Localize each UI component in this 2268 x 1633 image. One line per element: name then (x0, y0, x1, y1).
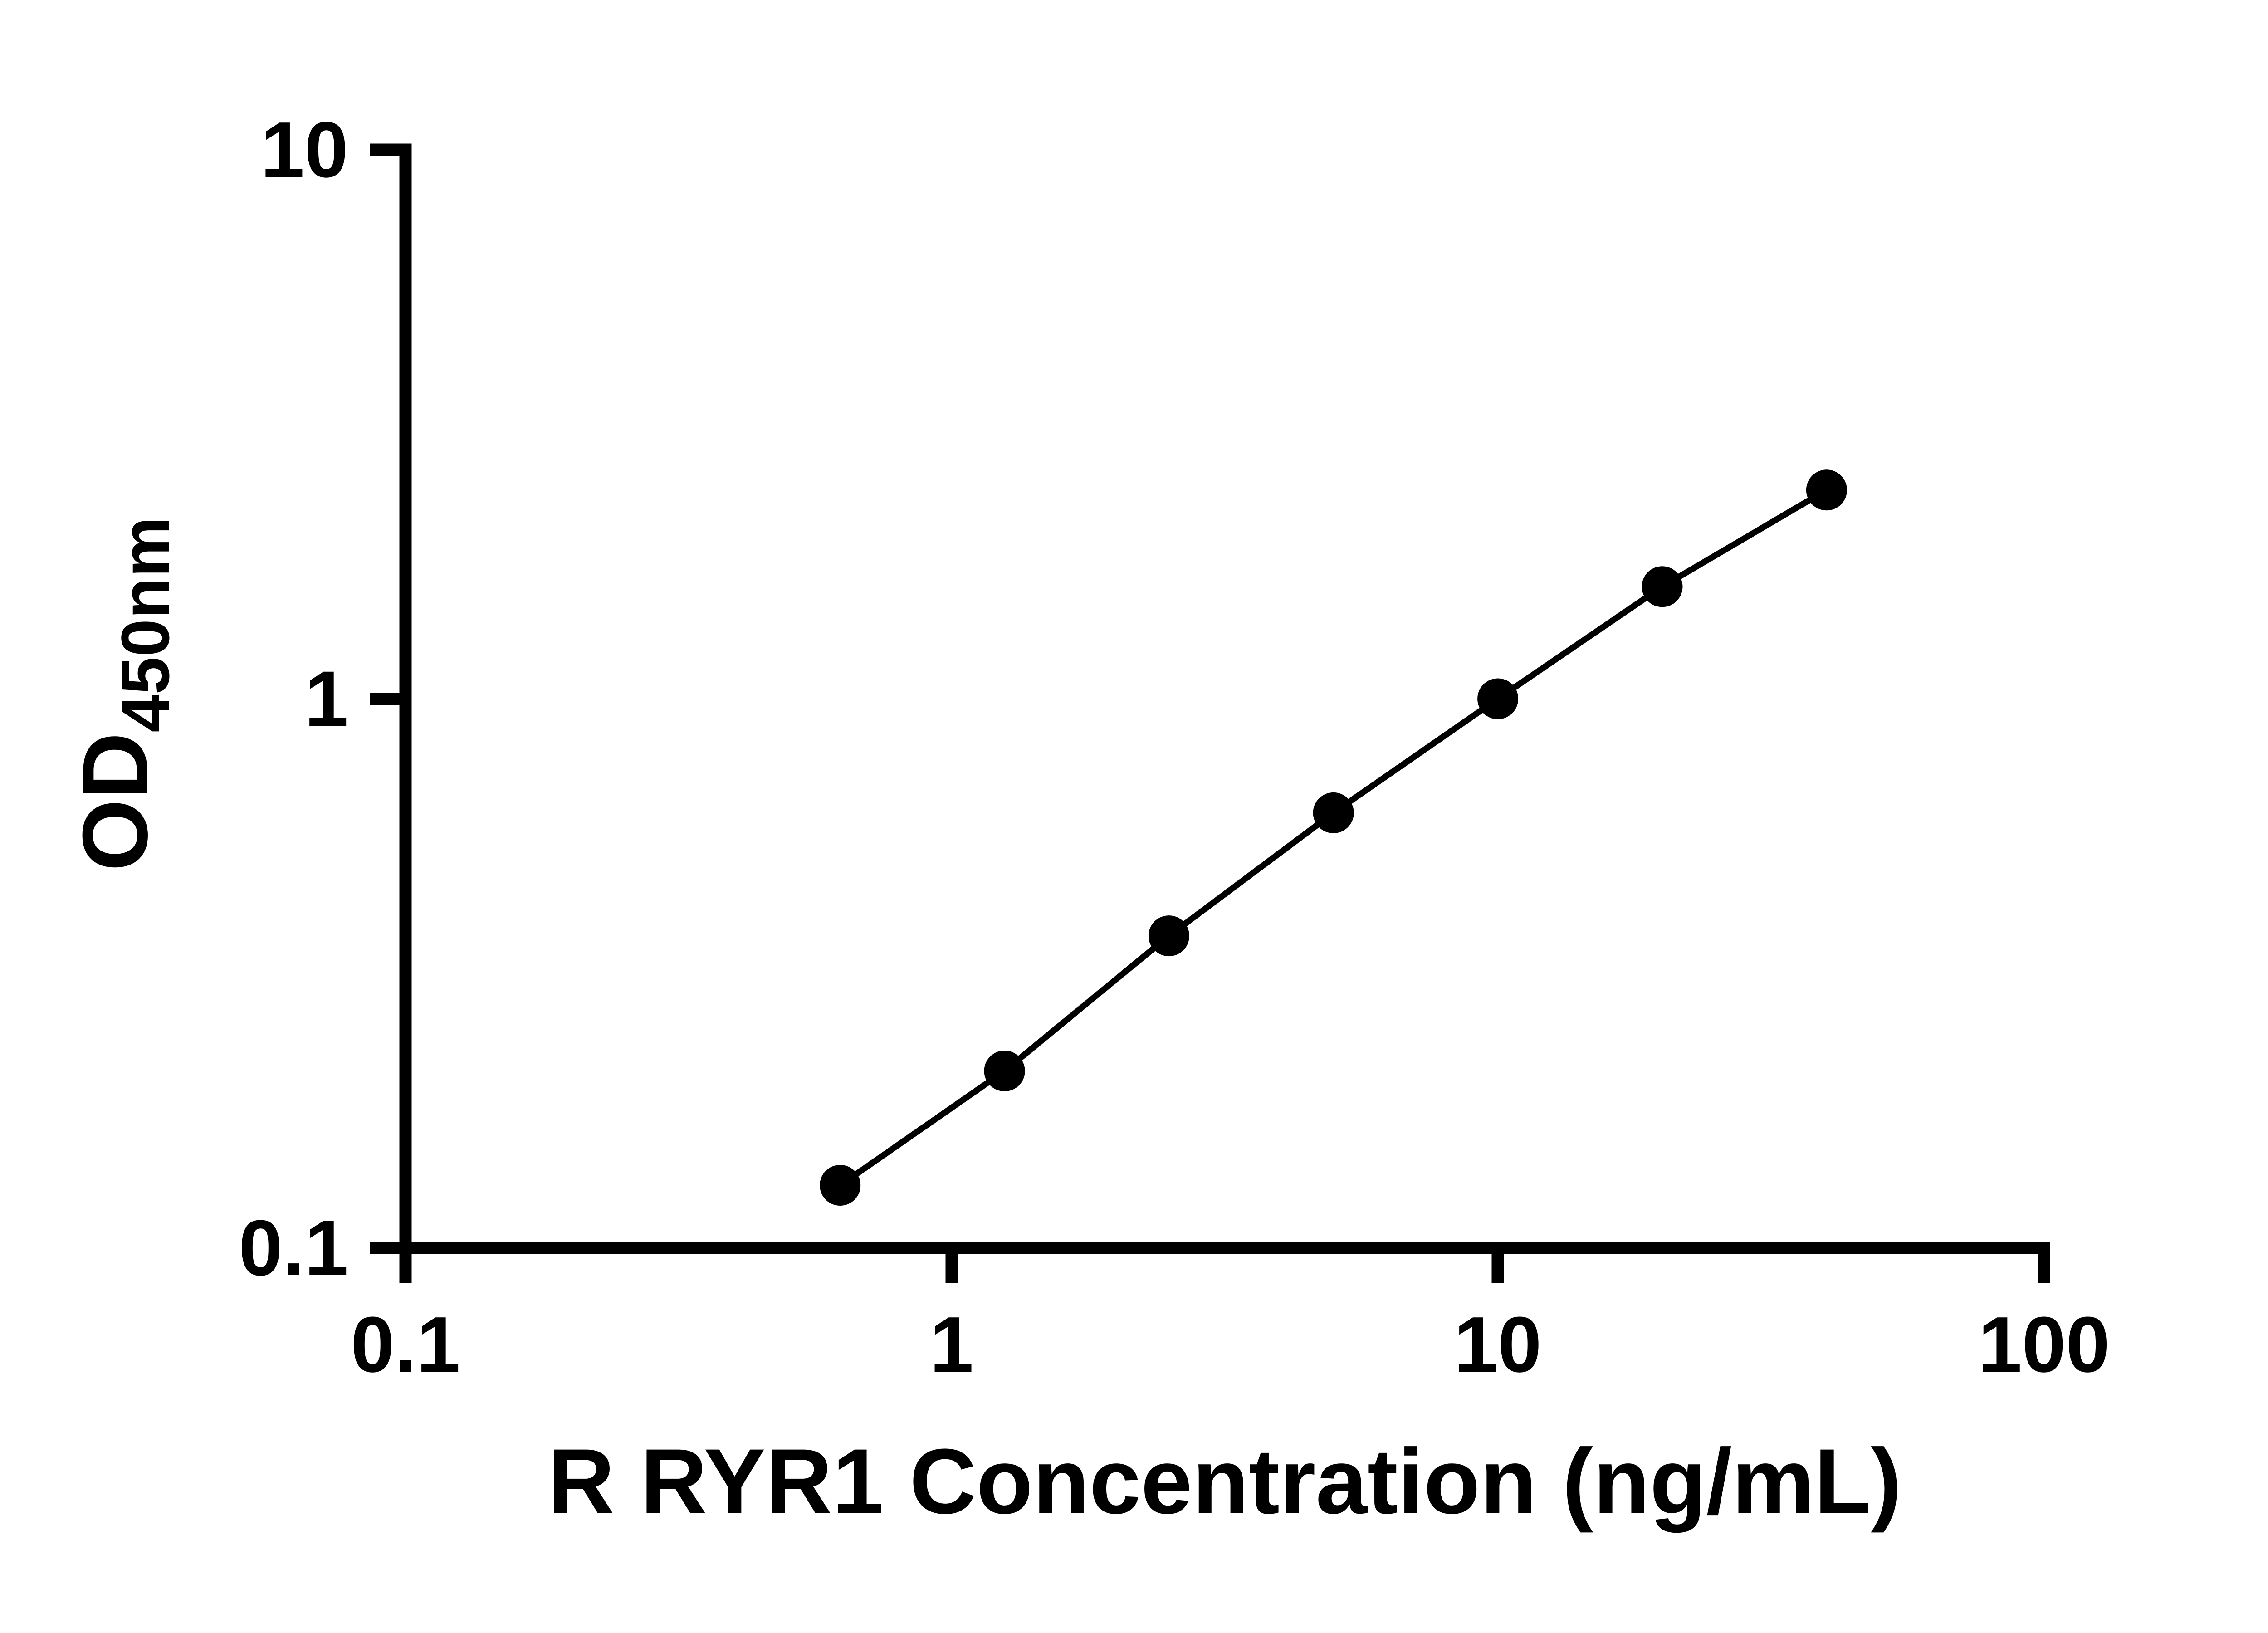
axis-spines (399, 143, 2050, 1254)
y-axis-tick-label: 10 (260, 105, 348, 194)
y-axis-tick-label: 1 (304, 655, 348, 743)
data-point (820, 1165, 861, 1206)
x-axis-tick-label: 1 (930, 1300, 974, 1389)
x-axis-tick-label: 0.1 (351, 1300, 460, 1389)
data-point (1313, 792, 1354, 833)
x-axis-title: R RYR1 Concentration (ng/mL) (548, 1430, 1901, 1533)
x-axis-tick-label: 100 (1978, 1300, 2110, 1389)
y-axis-title-main: OD (64, 733, 167, 871)
data-point (1149, 915, 1189, 957)
plot-area: 0.1 1 10 100 0.1 1 10 (239, 105, 2110, 1389)
x-axis-tick-label: 10 (1454, 1300, 1542, 1389)
y-axis-title-sub: 450nm (107, 517, 183, 732)
data-point (1477, 678, 1519, 719)
data-point (1642, 566, 1683, 607)
y-axis-title: OD450nm (64, 517, 183, 871)
y-axis-tick-label: 0.1 (239, 1203, 348, 1292)
data-point (984, 1051, 1025, 1091)
data-point (1806, 469, 1847, 511)
